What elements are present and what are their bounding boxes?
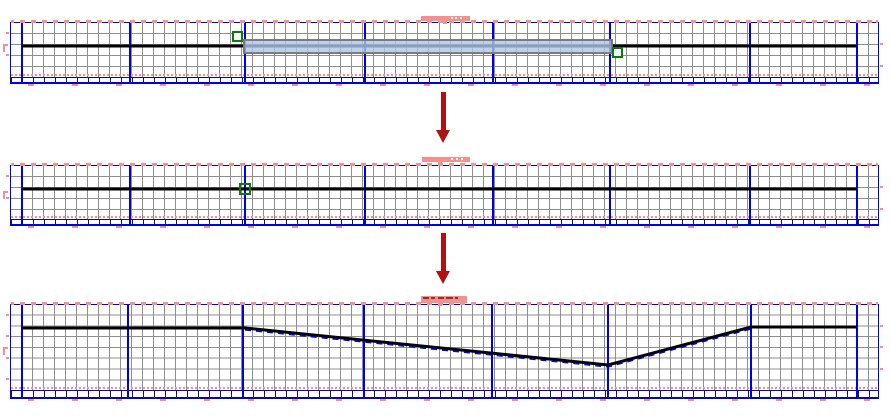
section-line (363, 304, 365, 399)
step-arrow-head (436, 271, 450, 284)
panel-profile-edited[interactable] (3, 302, 883, 401)
section-line (609, 165, 611, 226)
axis-glyph (3, 44, 8, 52)
axis-glyph (3, 191, 8, 199)
section-line (749, 22, 751, 84)
section-line (856, 304, 858, 399)
right-edge-tick (880, 368, 883, 370)
label-dot (451, 158, 453, 160)
section-line (750, 304, 752, 399)
right-edge-tick (880, 43, 883, 45)
top-tick-row (11, 163, 878, 166)
left-edge-tick (6, 378, 9, 380)
section-line (856, 165, 858, 226)
panel-profile-grip[interactable] (3, 163, 883, 228)
label-text-mark (431, 297, 435, 299)
profile-line-ghost (244, 328, 752, 368)
minor-tick-row (11, 216, 878, 218)
label-text-mark (423, 297, 429, 299)
section-line (242, 304, 244, 399)
axis-glyph (3, 347, 8, 355)
right-edge-tick (880, 346, 883, 348)
right-edge-tick (880, 65, 883, 67)
label-dot (461, 158, 463, 160)
left-edge-tick (6, 197, 9, 199)
minor-tick-row (11, 74, 878, 76)
section-line (244, 165, 246, 226)
grip-handle[interactable] (612, 47, 623, 58)
ruler-strip (10, 219, 879, 226)
section-line (749, 165, 751, 226)
grid-area (10, 165, 879, 219)
selection-band[interactable] (243, 39, 613, 54)
station-label[interactable] (422, 157, 470, 165)
left-edge-tick (6, 32, 9, 34)
ruler-strip (10, 77, 879, 84)
station-label-notch (438, 303, 442, 306)
ruler-strip (10, 390, 879, 399)
left-edge-tick (6, 335, 9, 337)
station-label[interactable] (421, 296, 467, 306)
profile-line[interactable] (22, 325, 857, 367)
panel-profile-selection[interactable] (3, 20, 883, 86)
label-dot (451, 17, 453, 19)
left-edge-tick (6, 175, 9, 177)
step-arrow-shaft (441, 92, 446, 131)
section-line (856, 22, 858, 84)
right-edge-tick (880, 208, 883, 210)
section-line (492, 165, 494, 226)
section-line (21, 304, 23, 399)
right-edge-tick (880, 186, 883, 188)
top-tick-row (11, 302, 878, 305)
step-arrow-head (436, 130, 450, 143)
profile-line-layer (22, 187, 857, 191)
profile-line-layer (22, 325, 857, 368)
left-edge-tick (6, 357, 9, 359)
sub-tick-row (10, 84, 879, 86)
label-dot (456, 158, 458, 160)
left-edge-tick (6, 314, 9, 316)
section-line (21, 165, 23, 226)
right-edge-tick (880, 325, 883, 327)
station-label-notch (443, 21, 447, 24)
grip-handle[interactable] (239, 183, 251, 195)
station-label-notch (438, 162, 442, 165)
label-dot (455, 17, 457, 19)
station-label[interactable] (421, 16, 470, 24)
grip-handle[interactable] (232, 31, 243, 42)
section-line (129, 22, 131, 84)
label-text-mark (455, 297, 458, 299)
label-text-mark (446, 297, 453, 299)
section-line (21, 22, 23, 84)
section-line (491, 304, 493, 399)
section-line (607, 304, 609, 399)
left-edge-tick (6, 54, 9, 56)
sub-tick-row (10, 226, 879, 228)
label-text-mark (438, 297, 444, 299)
step-arrow-shaft (441, 233, 446, 272)
minor-tick-row (11, 387, 878, 389)
label-dot (460, 17, 462, 19)
section-line (364, 165, 366, 226)
sub-tick-row (10, 399, 879, 401)
section-line (127, 304, 129, 399)
section-line (129, 165, 131, 226)
